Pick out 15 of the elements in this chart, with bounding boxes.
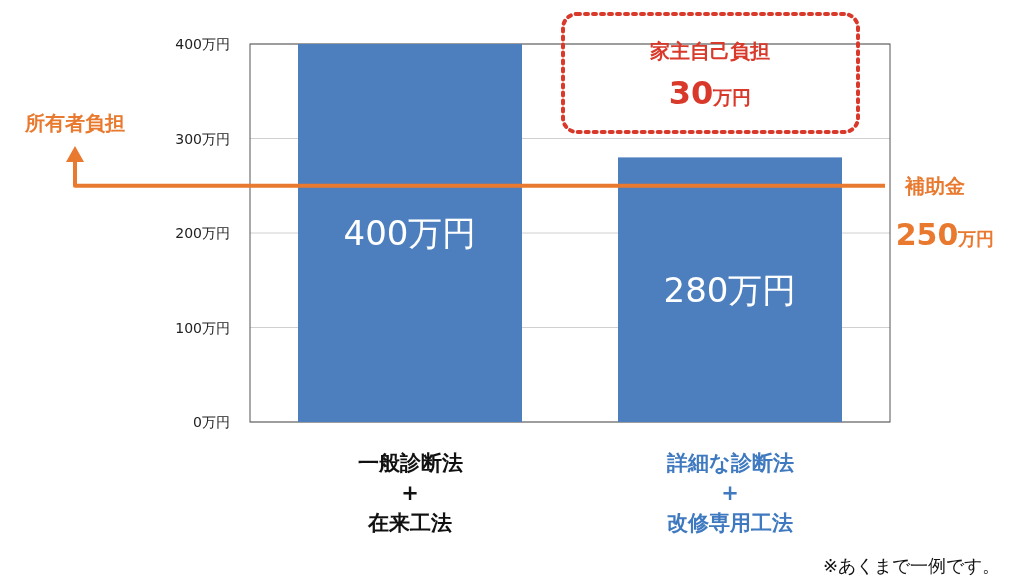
y-tick-label: 300万円	[175, 130, 230, 147]
annotation: 30万円	[668, 74, 752, 112]
y-tick-label: 100万円	[175, 319, 230, 336]
data-label: 280万円	[663, 269, 797, 310]
text: 250万円	[895, 217, 995, 252]
annotation: 家主自己負担	[649, 39, 770, 63]
data-label: 400万円	[343, 213, 477, 253]
text: ※あくまで一例です。	[822, 555, 1000, 576]
y-tick-label: 400万円	[175, 36, 230, 52]
x-tick-label: 詳細な診断法 + 改修専用工法	[665, 451, 794, 535]
y-tick-label: 0万円	[193, 414, 230, 430]
x-tick-label: 一般診断法 + 在来工法	[357, 451, 463, 535]
ref-line-label: 補助金	[904, 173, 965, 198]
y-tick-label: 200万円	[175, 225, 230, 241]
text: 所有者負担	[24, 111, 125, 135]
